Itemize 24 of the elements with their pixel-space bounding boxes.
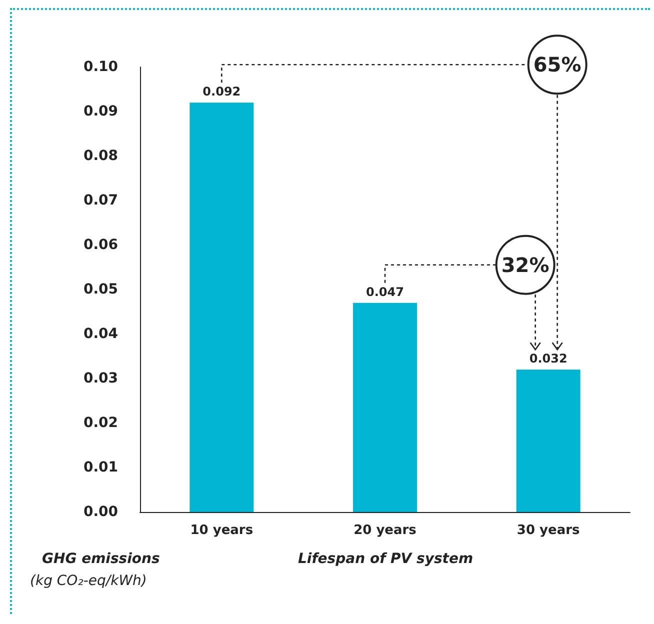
y-tick-label: 0.07 [83, 192, 118, 208]
y-tick-label: 0.10 [83, 59, 118, 75]
y-tick-label: 0.02 [83, 415, 118, 431]
y-tick-label: 0.08 [83, 148, 118, 164]
y-tick-label: 0.00 [83, 504, 118, 520]
y-tick-label: 0.09 [83, 104, 118, 120]
bar [190, 102, 254, 512]
y-tick-label: 0.03 [83, 370, 118, 386]
data-label: 0.092 [202, 84, 241, 99]
data-label: 0.047 [366, 284, 404, 299]
y-axis-title: GHG emissions (kg CO₂-eq/kWh) [30, 551, 160, 589]
annotation: 65% [533, 52, 582, 77]
y-tick-label: 0.06 [83, 237, 118, 253]
y-tick-label: 0.05 [83, 282, 118, 298]
bar [353, 302, 417, 512]
data-label: 0.032 [529, 352, 568, 366]
x-tick-label: 30 years [516, 523, 580, 538]
y-tick-label: 0.01 [83, 460, 118, 476]
annotation: 32% [501, 252, 550, 277]
x-axis-title: Lifespan of PV system [298, 551, 474, 567]
bar [516, 370, 580, 512]
y-tick-label: 0.04 [83, 326, 118, 342]
x-tick-label: 20 years [354, 523, 417, 538]
x-tick-label: 10 years [190, 523, 254, 538]
